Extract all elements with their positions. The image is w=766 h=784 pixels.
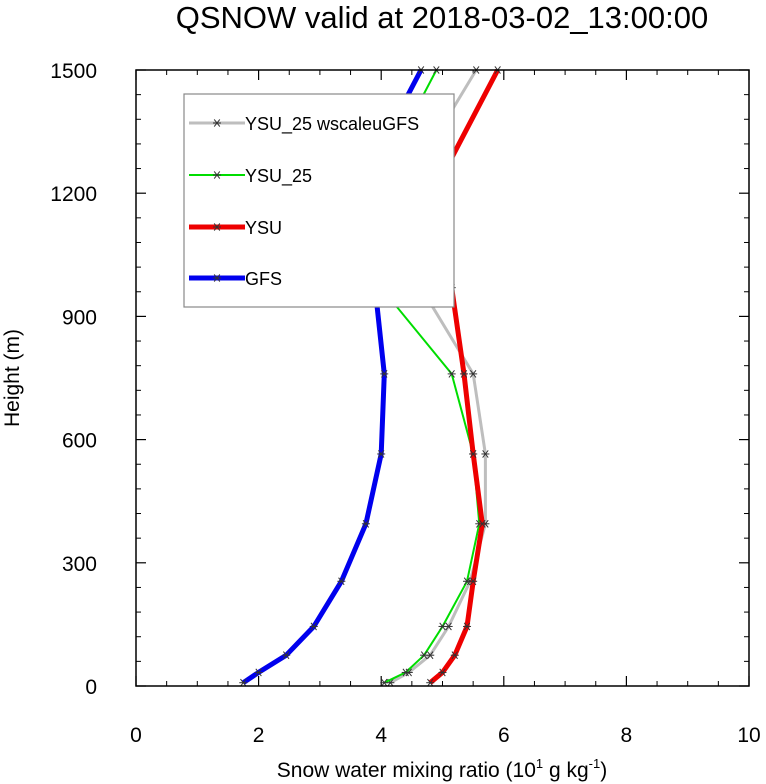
x-tick-label: 6: [498, 724, 510, 747]
plot-frame: [135, 69, 750, 687]
data-point-marker: [450, 651, 459, 660]
data-point-marker: [361, 519, 370, 528]
data-point-marker: [309, 622, 318, 631]
x-axis-label: Snow water mixing ratio (101 g kg-1): [277, 756, 607, 782]
legend-item: YSU: [189, 218, 282, 238]
data-point-marker: [254, 668, 263, 677]
data-point-marker: [469, 369, 478, 378]
x-tick-label: 2: [253, 724, 265, 747]
axis-ticks: 0 2 4 6 8 10 0 300 600 900 1200 1500: [50, 60, 760, 747]
y-tick-label: 900: [62, 306, 97, 329]
x-tick-label: 0: [130, 724, 142, 747]
data-point-marker: [239, 678, 248, 687]
legend-item: GFS: [189, 269, 282, 289]
y-tick-label: 0: [85, 676, 97, 699]
y-tick-label: 1500: [50, 60, 97, 83]
legend-label: GFS: [245, 269, 282, 289]
data-point-marker: [438, 622, 447, 631]
legend-item: YSU_25: [189, 166, 312, 187]
x-axis-label-end: ): [600, 759, 607, 782]
legend-label: YSU_25 wscaleuGFS: [245, 114, 419, 135]
data-point-marker: [478, 519, 487, 528]
x-axis-label-main: Snow water mixing ratio (10: [277, 759, 536, 782]
chart-title: QSNOW valid at 2018-03-02_13:00:00: [176, 0, 708, 35]
data-point-marker: [469, 577, 478, 586]
y-tick-label: 300: [62, 553, 97, 576]
data-point-marker: [401, 668, 410, 677]
x-axis-label-mid: g kg: [543, 759, 589, 782]
legend-marker: [213, 274, 221, 282]
legend-label: YSU: [245, 218, 282, 238]
data-point-marker: [282, 651, 291, 660]
y-tick-label: 1200: [50, 183, 97, 206]
legend-box: [183, 93, 455, 308]
data-point-marker: [377, 450, 386, 458]
data-point-marker: [463, 622, 472, 631]
data-point-marker: [337, 577, 346, 586]
legend-item: YSU_25 wscaleuGFS: [189, 114, 419, 135]
data-point-marker: [380, 369, 389, 378]
y-tick-label: 600: [62, 430, 97, 453]
data-point-marker: [420, 651, 429, 660]
x-tick-label: 8: [621, 724, 633, 747]
data-point-marker: [438, 668, 447, 677]
legend-label: YSU_25: [245, 166, 312, 187]
data-point-marker: [469, 450, 478, 458]
legend-marker: [213, 119, 221, 127]
x-axis-label-sup1: 1: [536, 756, 543, 771]
legend-marker: [213, 223, 221, 231]
x-tick-label: 4: [375, 724, 387, 747]
legend-marker: [213, 171, 221, 179]
data-point-marker: [447, 369, 456, 378]
data-point-marker: [459, 369, 468, 378]
y-axis-label: Height (m): [1, 329, 24, 427]
legend: YSU_25 wscaleuGFS YSU_25 YSU GFS: [183, 93, 455, 308]
data-point-marker: [481, 450, 490, 458]
x-tick-label: 10: [737, 724, 760, 747]
data-point-marker: [380, 678, 389, 687]
data-point-marker: [426, 678, 435, 687]
x-axis-label-sup2: -1: [589, 756, 601, 771]
